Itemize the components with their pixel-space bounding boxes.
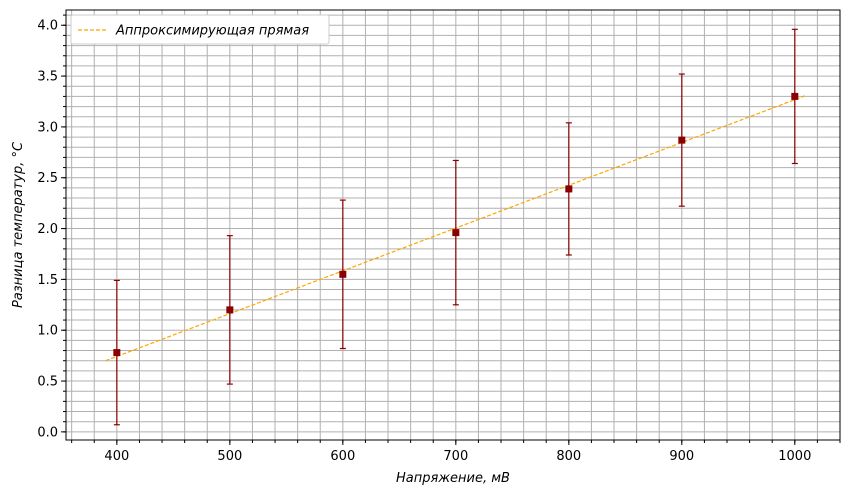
data-point-group: [678, 73, 686, 207]
y-tick-label: 0.0: [37, 425, 58, 440]
y-tick-label: 1.0: [37, 324, 58, 339]
data-point: [226, 306, 234, 314]
x-tick-label: 900: [669, 449, 694, 464]
x-tick-label: 500: [217, 449, 242, 464]
y-tick-label: 4.0: [37, 19, 58, 34]
data-points-layer: [113, 28, 799, 426]
x-tick-label: 400: [104, 449, 129, 464]
y-tick-label: 3.0: [37, 120, 58, 135]
data-point: [452, 229, 460, 237]
y-tick-label: 3.5: [37, 70, 58, 85]
data-point-group: [339, 199, 347, 350]
data-point-group: [565, 122, 573, 256]
legend-fit-line-label: Аппроксимирующая прямая: [115, 24, 309, 39]
y-tick-label: 2.5: [37, 171, 58, 186]
legend: Аппроксимирующая прямая: [70, 14, 330, 45]
data-point: [113, 349, 121, 357]
x-axis-label: Напряжение, мВ: [396, 471, 510, 486]
y-tick-label: 0.5: [37, 375, 58, 390]
plot-frame: [65, 9, 841, 441]
data-point-group: [452, 159, 460, 306]
x-tick-label: 800: [556, 449, 581, 464]
x-tick-label: 700: [443, 449, 468, 464]
data-point-group: [113, 279, 121, 426]
y-axis-label: Разница температур, °C: [11, 141, 26, 308]
y-tick-label: 2.0: [37, 222, 58, 237]
data-point: [791, 92, 799, 100]
legend-box: [70, 14, 330, 45]
x-tick-label: 600: [330, 449, 355, 464]
data-point: [678, 136, 686, 144]
ticks: 400 500 600 700 800 900 1000 0.0 0.5 1.0 1.5 2.0 2.5…: [37, 14, 841, 464]
y-tick-label: 1.5: [37, 273, 58, 288]
data-point-group: [226, 235, 234, 385]
data-point: [565, 185, 573, 193]
data-point: [339, 270, 347, 278]
x-tick-label: 1000: [778, 449, 811, 464]
data-point-group: [791, 28, 799, 165]
grid: [66, 10, 841, 440]
